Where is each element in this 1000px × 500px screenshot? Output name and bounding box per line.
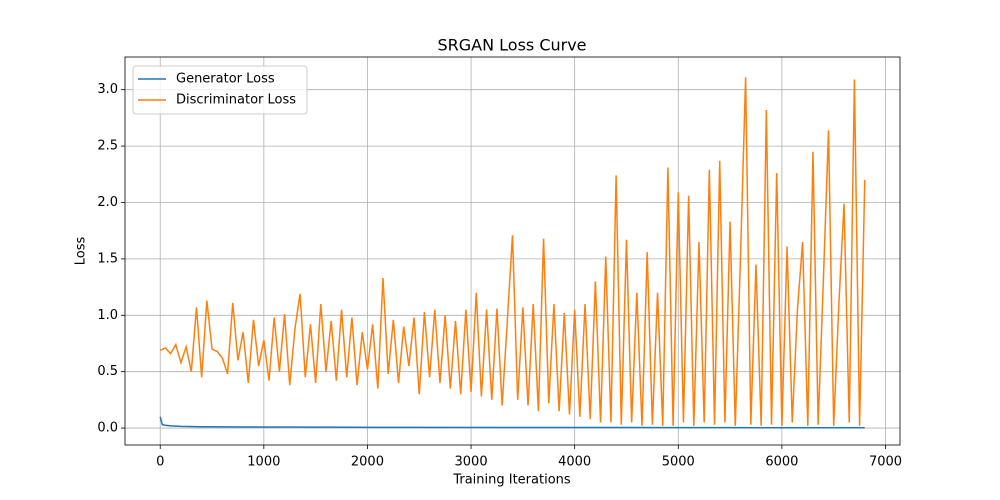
line-series xyxy=(159,416,865,429)
legend-label: Discriminator Loss xyxy=(176,93,296,108)
y-tick-label: 0.0 xyxy=(97,421,118,436)
y-tick-label: 1.5 xyxy=(97,251,118,266)
y-tick-label: 2.5 xyxy=(97,139,118,154)
legend: Generator Loss Discriminator Loss xyxy=(132,65,308,115)
x-tick-label: 3000 xyxy=(455,455,488,470)
x-tick-label: 2000 xyxy=(351,455,384,470)
x-tick-label: 1000 xyxy=(247,455,280,470)
line-series xyxy=(159,77,866,426)
x-tick-label: 7000 xyxy=(869,455,902,470)
legend-box xyxy=(132,65,308,115)
y-tick-label: 0.5 xyxy=(97,364,118,379)
x-tick-label: 6000 xyxy=(765,455,798,470)
chart-title: SRGAN Loss Curve xyxy=(437,36,586,55)
x-tick-label: 5000 xyxy=(662,455,695,470)
y-tick-label: 3.0 xyxy=(97,82,118,97)
legend-label: Generator Loss xyxy=(176,72,275,87)
x-tick-label: 4000 xyxy=(558,455,591,470)
x-tick-label: 0 xyxy=(156,455,164,470)
x-axis-label: Training Iterations xyxy=(452,473,571,488)
y-axis-label: Loss xyxy=(74,237,89,266)
y-tick-label: 2.0 xyxy=(97,195,118,210)
y-tick-label: 1.0 xyxy=(97,308,118,323)
plot-frame xyxy=(124,56,901,446)
